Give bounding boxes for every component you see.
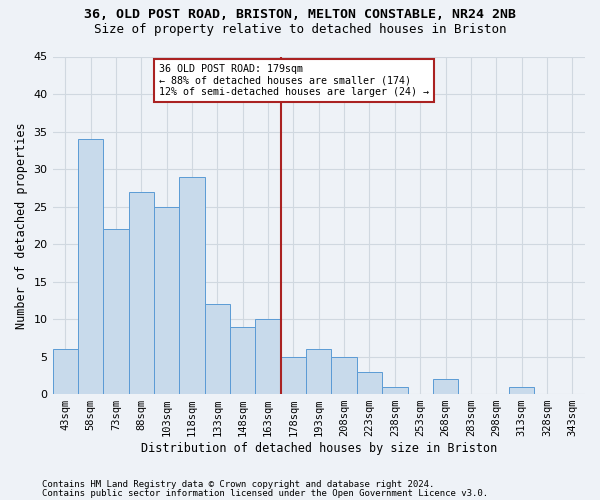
Bar xyxy=(128,192,154,394)
Text: Contains HM Land Registry data © Crown copyright and database right 2024.: Contains HM Land Registry data © Crown c… xyxy=(42,480,434,489)
Bar xyxy=(205,304,230,394)
Bar xyxy=(154,206,179,394)
X-axis label: Distribution of detached houses by size in Briston: Distribution of detached houses by size … xyxy=(140,442,497,455)
Bar xyxy=(281,356,306,394)
Bar xyxy=(433,379,458,394)
Bar xyxy=(53,349,78,394)
Text: Size of property relative to detached houses in Briston: Size of property relative to detached ho… xyxy=(94,22,506,36)
Bar xyxy=(256,319,281,394)
Bar xyxy=(78,139,103,394)
Bar xyxy=(230,326,256,394)
Bar xyxy=(357,372,382,394)
Text: Contains public sector information licensed under the Open Government Licence v3: Contains public sector information licen… xyxy=(42,488,488,498)
Text: 36 OLD POST ROAD: 179sqm
← 88% of detached houses are smaller (174)
12% of semi-: 36 OLD POST ROAD: 179sqm ← 88% of detach… xyxy=(159,64,429,97)
Bar xyxy=(103,229,128,394)
Bar xyxy=(382,386,407,394)
Text: 36, OLD POST ROAD, BRISTON, MELTON CONSTABLE, NR24 2NB: 36, OLD POST ROAD, BRISTON, MELTON CONST… xyxy=(84,8,516,20)
Y-axis label: Number of detached properties: Number of detached properties xyxy=(15,122,28,328)
Bar xyxy=(509,386,534,394)
Bar xyxy=(306,349,331,394)
Bar xyxy=(331,356,357,394)
Bar xyxy=(179,176,205,394)
